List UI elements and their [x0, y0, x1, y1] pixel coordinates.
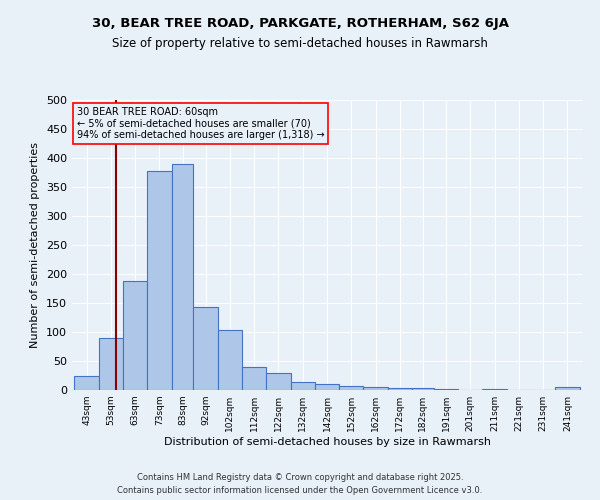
Bar [364, 387, 388, 390]
Bar [123, 281, 147, 390]
Bar [74, 376, 99, 390]
Y-axis label: Number of semi-detached properties: Number of semi-detached properties [31, 142, 40, 348]
Text: Contains HM Land Registry data © Crown copyright and database right 2025.: Contains HM Land Registry data © Crown c… [137, 474, 463, 482]
Bar [388, 388, 412, 390]
Bar [193, 307, 218, 390]
X-axis label: Distribution of semi-detached houses by size in Rawmarsh: Distribution of semi-detached houses by … [163, 437, 491, 447]
Bar [147, 171, 172, 390]
Bar [412, 388, 434, 390]
Bar [266, 372, 290, 390]
Text: 30 BEAR TREE ROAD: 60sqm
← 5% of semi-detached houses are smaller (70)
94% of se: 30 BEAR TREE ROAD: 60sqm ← 5% of semi-de… [77, 107, 325, 140]
Bar [172, 164, 193, 390]
Bar [290, 382, 315, 390]
Text: Size of property relative to semi-detached houses in Rawmarsh: Size of property relative to semi-detach… [112, 38, 488, 51]
Bar [555, 387, 580, 390]
Text: Contains public sector information licensed under the Open Government Licence v3: Contains public sector information licen… [118, 486, 482, 495]
Bar [339, 386, 364, 390]
Bar [99, 338, 123, 390]
Bar [218, 330, 242, 390]
Bar [242, 367, 266, 390]
Bar [315, 384, 339, 390]
Text: 30, BEAR TREE ROAD, PARKGATE, ROTHERHAM, S62 6JA: 30, BEAR TREE ROAD, PARKGATE, ROTHERHAM,… [91, 18, 509, 30]
